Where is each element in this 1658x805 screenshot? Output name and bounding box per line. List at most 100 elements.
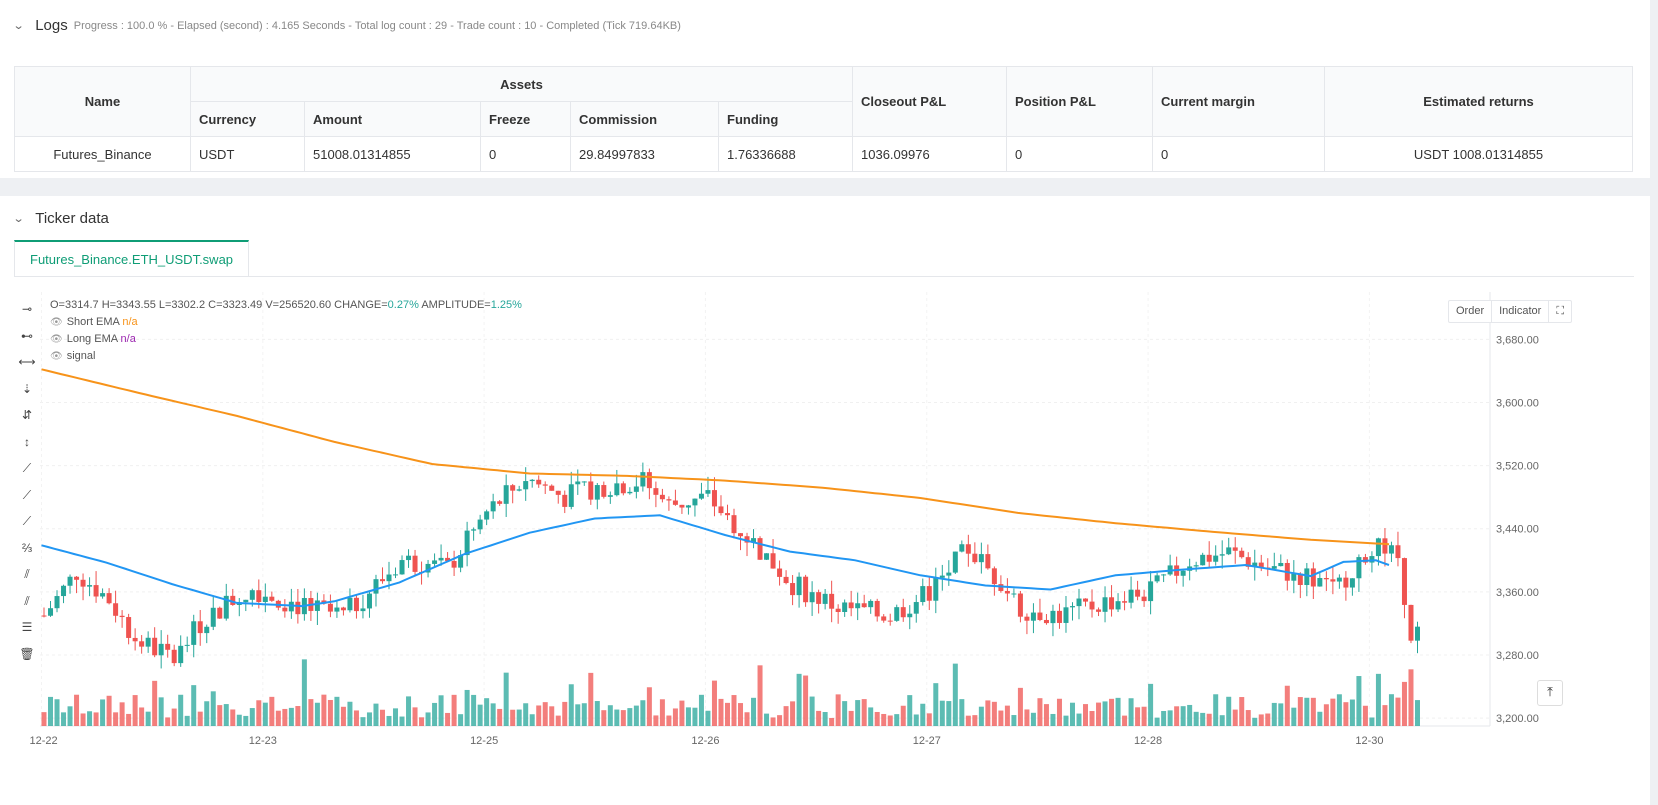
candle-body bbox=[861, 603, 867, 608]
volume-bar bbox=[842, 701, 848, 726]
x-tick-label: 12-27 bbox=[913, 735, 941, 747]
volume-bar bbox=[132, 695, 138, 726]
candle-body bbox=[523, 481, 529, 490]
ray-line-icon[interactable]: ⟋ bbox=[22, 487, 32, 502]
volume-bar bbox=[93, 712, 99, 726]
candle-body bbox=[87, 585, 93, 587]
volume-bar bbox=[282, 708, 288, 726]
candle-body bbox=[1200, 554, 1206, 566]
candle-body bbox=[1401, 558, 1407, 605]
ticker-header[interactable]: ⌄ Ticker data bbox=[12, 210, 109, 227]
long-ema-line bbox=[41, 514, 1390, 608]
eye-icon[interactable]: 👁 bbox=[50, 334, 63, 345]
ohlc-readout: O=3314.7 H=3343.55 L=3302.2 C=3323.49 V=… bbox=[50, 299, 522, 311]
volume-bar bbox=[822, 712, 828, 726]
amplitude-value: 1.25% bbox=[490, 299, 522, 311]
candle-body bbox=[269, 596, 275, 601]
candle-body bbox=[360, 608, 366, 612]
vertical-ray-icon[interactable]: ⇣ bbox=[21, 381, 33, 396]
volume-bar bbox=[829, 717, 835, 726]
candle-body bbox=[991, 568, 997, 585]
indicator-button[interactable]: Indicator bbox=[1492, 301, 1550, 322]
volume-bar bbox=[939, 700, 945, 726]
parallel-channel-icon[interactable]: ⫽ bbox=[24, 567, 30, 581]
candle-body bbox=[386, 574, 392, 582]
legend-short-ema-label: Short EMA bbox=[66, 316, 120, 328]
volume-bar bbox=[484, 698, 490, 726]
candle-body bbox=[119, 615, 125, 618]
horizontal-segment-icon[interactable]: ⟷ bbox=[18, 355, 36, 369]
volume-bar bbox=[1167, 710, 1173, 726]
volume-bar bbox=[627, 708, 633, 726]
table-row: Futures_Binance USDT 51008.01314855 0 29… bbox=[14, 136, 1633, 172]
trash-icon[interactable]: 🗑 bbox=[19, 646, 35, 661]
volume-bar bbox=[620, 710, 626, 726]
legend-long-ema[interactable]: 👁 Long EMA n/a bbox=[50, 333, 136, 345]
candlestick-chart[interactable]: 3,680.00 3,600.00 3,520.00 3,440.00 3,360.00… bbox=[0, 196, 1650, 805]
eye-icon[interactable]: 👁 bbox=[50, 351, 63, 362]
volume-bar bbox=[100, 699, 106, 726]
candle-body bbox=[80, 579, 86, 587]
legend-signal-label: signal bbox=[66, 350, 96, 362]
candle-body bbox=[334, 607, 340, 612]
eye-icon[interactable]: 👁 bbox=[50, 317, 63, 328]
volume-bar bbox=[744, 712, 750, 726]
vertical-line-icon[interactable]: ⇵ bbox=[21, 408, 33, 422]
candle-body bbox=[985, 554, 991, 569]
chevron-down-icon[interactable]: ⌄ bbox=[12, 213, 25, 225]
candle-body bbox=[913, 602, 919, 614]
volume-bar bbox=[1115, 697, 1121, 726]
vertical-segment-icon[interactable]: ↕ bbox=[24, 434, 30, 449]
volume-bar bbox=[1375, 673, 1381, 726]
candle-body bbox=[933, 577, 939, 601]
volume-bar bbox=[1226, 696, 1232, 726]
tab-eth-usdt-swap[interactable]: Futures_Binance.ETH_USDT.swap bbox=[14, 240, 250, 277]
candle-body bbox=[790, 583, 796, 596]
chevron-down-icon[interactable]: ⌄ bbox=[12, 20, 25, 32]
logs-header[interactable]: ⌄ Logs Progress : 100.0 % - Elapsed (sec… bbox=[12, 17, 681, 34]
volume-bar bbox=[796, 673, 802, 726]
fib-levels-icon[interactable]: ☰ bbox=[21, 620, 33, 634]
volume-bar bbox=[1024, 709, 1030, 726]
candle-body bbox=[256, 590, 262, 603]
candle-body bbox=[510, 485, 516, 491]
volume-bar bbox=[438, 695, 444, 726]
candle-body bbox=[620, 483, 626, 494]
price-label-icon[interactable]: ⅔ bbox=[21, 540, 32, 555]
legend-short-ema[interactable]: 👁 Short EMA n/a bbox=[50, 316, 138, 328]
candle-body bbox=[1030, 612, 1036, 621]
col-assets: Assets bbox=[190, 66, 853, 102]
volume-bar bbox=[972, 715, 978, 726]
volume-bar bbox=[1004, 705, 1010, 726]
volume-bar bbox=[217, 705, 223, 726]
candle-body bbox=[152, 637, 158, 656]
candle-body bbox=[1226, 547, 1232, 555]
candle-body bbox=[1206, 554, 1212, 562]
fibonacci-icon[interactable]: ⫽ bbox=[24, 593, 30, 608]
volume-bar bbox=[790, 701, 796, 726]
volume-bar bbox=[1265, 713, 1271, 726]
ohlc-open: O=3314.7 bbox=[50, 299, 99, 311]
candle-body bbox=[314, 600, 320, 611]
cell-funding: 1.76336688 bbox=[718, 136, 853, 172]
order-button[interactable]: Order bbox=[1449, 301, 1493, 322]
horizontal-ray-icon[interactable]: ⊸ bbox=[21, 302, 33, 316]
volume-bar bbox=[334, 696, 340, 726]
fullscreen-icon[interactable]: ⛶ bbox=[1556, 305, 1565, 317]
change-value: 0.27% bbox=[387, 299, 419, 311]
scroll-top-button[interactable]: ⤒ bbox=[1537, 680, 1563, 706]
candle-body bbox=[1037, 612, 1043, 620]
volume-bar bbox=[1187, 704, 1193, 726]
cell-amount: 51008.01314855 bbox=[304, 136, 481, 172]
candle-body bbox=[1252, 562, 1258, 567]
candle-body bbox=[1180, 570, 1186, 576]
volume-bar bbox=[1401, 681, 1407, 726]
legend-signal[interactable]: 👁 signal bbox=[50, 350, 95, 362]
trend-line-icon[interactable]: ⟋ bbox=[22, 461, 32, 475]
candle-body bbox=[210, 607, 216, 627]
horizontal-line-icon[interactable]: ⊷ bbox=[21, 328, 33, 343]
candle-body bbox=[939, 575, 945, 578]
candle-body bbox=[165, 643, 171, 650]
segment-line-icon[interactable]: ⟋ bbox=[22, 514, 32, 528]
candle-body bbox=[646, 472, 652, 489]
